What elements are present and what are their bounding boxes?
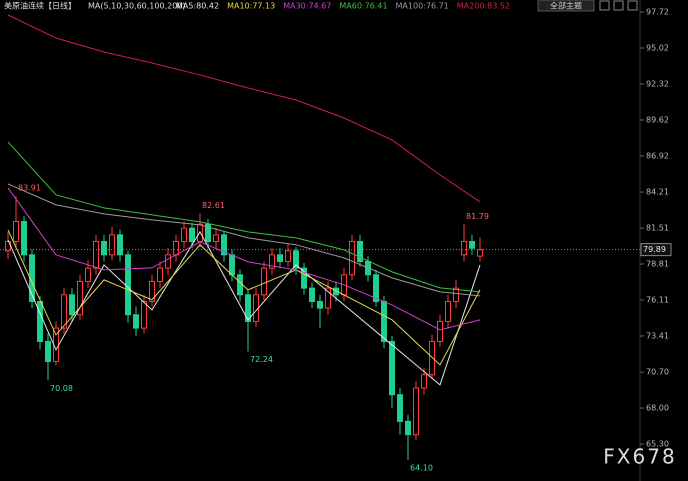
candle-body (117, 234, 123, 256)
theme-button[interactable] (537, 0, 595, 12)
candle-body (349, 240, 355, 276)
candle-body (13, 221, 19, 242)
candle-body (469, 240, 475, 249)
y-tick-label: 76.11 (646, 295, 669, 304)
legend-entry: MA200:83.52 (457, 2, 510, 11)
candle-body (149, 280, 155, 302)
candle-body (109, 234, 115, 256)
y-tick-label: 86.92 (646, 151, 669, 160)
candle-body (373, 274, 379, 302)
candle-body (461, 240, 467, 256)
candle-body (37, 300, 43, 342)
extreme-label: 72.24 (250, 355, 273, 364)
y-tick-label: 65.30 (646, 440, 669, 449)
y-tick-label: 68.00 (646, 404, 669, 413)
ma-line (7, 183, 481, 297)
extreme-label: 64.10 (410, 464, 433, 473)
candle-body (309, 287, 315, 302)
y-tick-label: 92.32 (646, 80, 669, 89)
y-tick-label: 81.51 (646, 224, 669, 233)
last-price-label: 79.89 (643, 245, 666, 254)
icon[interactable] (613, 0, 624, 11)
candle-body (413, 387, 419, 436)
ma-line (7, 229, 481, 366)
icon[interactable] (599, 0, 610, 11)
candle-body (77, 280, 83, 316)
candle-body (125, 254, 131, 316)
candle-body (189, 227, 195, 242)
chart-title: 美原油连续【日线】 (4, 1, 76, 11)
candle-body (157, 267, 163, 282)
candle-body (165, 254, 171, 269)
ma-line (7, 141, 481, 293)
candle-body (69, 294, 75, 316)
legend-entry: MA30:74.67 (283, 2, 331, 11)
candle-body (301, 267, 307, 289)
y-tick-label: 89.62 (646, 115, 669, 124)
candle-body (421, 374, 427, 389)
candle-body (85, 267, 91, 282)
icon[interactable] (627, 0, 638, 11)
candle-body (429, 340, 435, 376)
candle-body (101, 240, 107, 256)
candle-body (237, 274, 243, 296)
candle-body (397, 394, 403, 422)
y-tick-label: 78.81 (646, 260, 669, 269)
candle-body (173, 240, 179, 256)
candle-body (21, 221, 27, 256)
candle-body (285, 250, 291, 262)
candle-body (293, 250, 299, 269)
candle-body (245, 294, 251, 322)
candle-body (133, 314, 139, 329)
ma-line (7, 230, 481, 386)
legend-entry: MA10:77.13 (227, 2, 275, 11)
candle-body (325, 287, 331, 309)
candle-body (213, 234, 219, 242)
y-tick-label: 73.41 (646, 331, 669, 340)
candle-body (357, 240, 363, 262)
y-tick-label: 95.02 (646, 44, 669, 53)
candle-body (93, 240, 99, 269)
candle-body (181, 227, 187, 242)
candle-body (317, 300, 323, 309)
candle-body (141, 300, 147, 329)
ma-line (7, 14, 481, 203)
y-tick-label: 84.21 (646, 188, 669, 197)
candle-body (389, 340, 395, 396)
y-tick-label: 97.72 (646, 8, 669, 17)
extreme-label: 70.08 (50, 384, 73, 393)
extreme-label: 81.79 (466, 212, 489, 221)
y-tick-label: 70.70 (646, 368, 669, 377)
watermark: FX678 (603, 445, 676, 469)
candle-body (453, 287, 459, 302)
indicator: MA(5,10,30,60,100,200) (88, 2, 186, 11)
legend-entry: MA60:76.41 (339, 2, 387, 11)
extreme-label: 83.91 (18, 184, 41, 193)
extreme-label: 82.61 (202, 201, 225, 210)
candle-body (277, 254, 283, 262)
candle-body (333, 287, 339, 296)
ma-line (7, 187, 481, 331)
legend-entry: MA5:80.42 (176, 2, 219, 11)
theme-button-label[interactable]: 全部主题 (550, 1, 582, 11)
candle-body (45, 340, 51, 362)
candle-body (29, 254, 35, 302)
candle-body (261, 267, 267, 296)
candle-body (269, 254, 275, 269)
candle-body (381, 300, 387, 342)
candle-body (229, 254, 235, 276)
legend-entry: MA100:76.71 (396, 2, 449, 11)
last-price-box (640, 243, 672, 257)
candle-body (61, 294, 67, 329)
candle-body (437, 320, 443, 342)
candle-body (205, 223, 211, 242)
candle-body (477, 249, 483, 257)
candle-body (405, 420, 411, 436)
candle-body (221, 234, 227, 256)
candle-body (445, 300, 451, 322)
